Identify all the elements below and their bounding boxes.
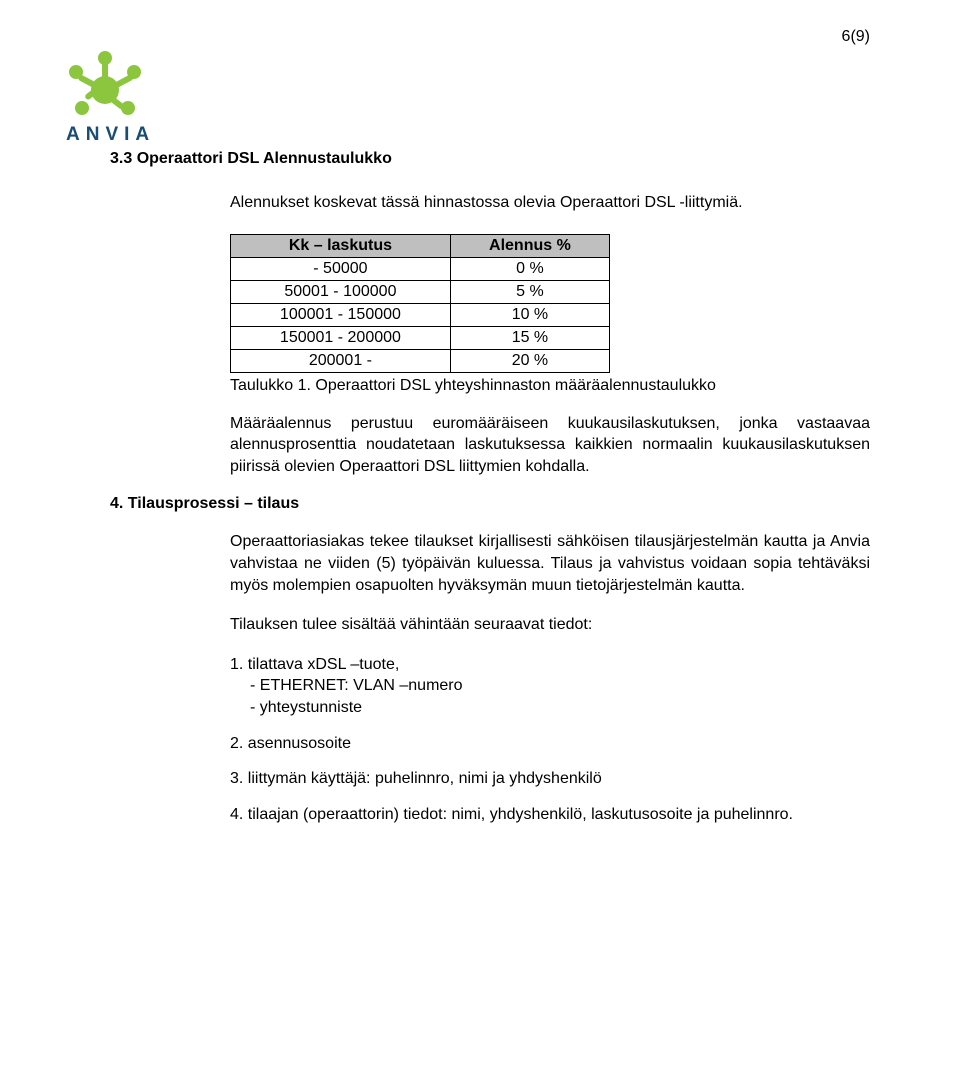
page-number: 6(9) — [842, 28, 870, 46]
range-cell: 200001 - — [231, 349, 451, 372]
list-item-3: 3. liittymän käyttäjä: puhelinnro, nimi … — [230, 768, 870, 790]
section-4-para2: Tilauksen tulee sisältää vähintään seura… — [230, 614, 870, 636]
ordered-list: 1. tilattava xDSL –tuote, ETHERNET: VLAN… — [230, 654, 870, 826]
discount-table: Kk – laskutus Alennus % - 50000 0 % 5000… — [230, 234, 610, 373]
table-row: - 50000 0 % — [231, 257, 610, 280]
table-row: 50001 - 100000 5 % — [231, 280, 610, 303]
sub-item: ETHERNET: VLAN –numero — [250, 675, 870, 697]
discount-cell: 20 % — [450, 349, 609, 372]
section-4-heading: 4. Tilausprosessi – tilaus — [110, 495, 870, 513]
range-cell: 50001 - 100000 — [231, 280, 451, 303]
table-row: 150001 - 200000 15 % — [231, 326, 610, 349]
discount-cell: 10 % — [450, 303, 609, 326]
section-4-para1: Operaattoriasiakas tekee tilaukset kirja… — [230, 531, 870, 596]
list-item-2: 2. asennusosoite — [230, 733, 870, 755]
main-content: 3.3 Operaattori DSL Alennustaulukko Alen… — [110, 150, 870, 825]
table-header-row: Kk – laskutus Alennus % — [231, 234, 610, 257]
table-row: 100001 - 150000 10 % — [231, 303, 610, 326]
discount-cell: 5 % — [450, 280, 609, 303]
section-33-para: Määräalennus perustuu euromääräiseen kuu… — [230, 413, 870, 478]
logo-text: ANVIA — [66, 124, 155, 146]
section-33-intro: Alennukset koskevat tässä hinnastossa ol… — [230, 192, 870, 214]
list-item-4: 4. tilaajan (operaattorin) tiedot: nimi,… — [230, 804, 870, 826]
item-1-label: 1. tilattava xDSL –tuote, — [230, 654, 870, 676]
discount-cell: 15 % — [450, 326, 609, 349]
list-item-1: 1. tilattava xDSL –tuote, ETHERNET: VLAN… — [230, 654, 870, 719]
table-caption: Taulukko 1. Operaattori DSL yhteyshinnas… — [230, 377, 870, 395]
table-header-right: Alennus % — [450, 234, 609, 257]
range-cell: 150001 - 200000 — [231, 326, 451, 349]
logo: ANVIA — [60, 50, 155, 146]
table-header-left: Kk – laskutus — [231, 234, 451, 257]
section-33-heading: 3.3 Operaattori DSL Alennustaulukko — [110, 150, 870, 168]
discount-cell: 0 % — [450, 257, 609, 280]
sub-item: yhteystunniste — [250, 697, 870, 719]
table-row: 200001 - 20 % — [231, 349, 610, 372]
range-cell: 100001 - 150000 — [231, 303, 451, 326]
sublist: ETHERNET: VLAN –numero yhteystunniste — [250, 675, 870, 718]
splash-icon — [60, 50, 150, 120]
range-cell: - 50000 — [231, 257, 451, 280]
